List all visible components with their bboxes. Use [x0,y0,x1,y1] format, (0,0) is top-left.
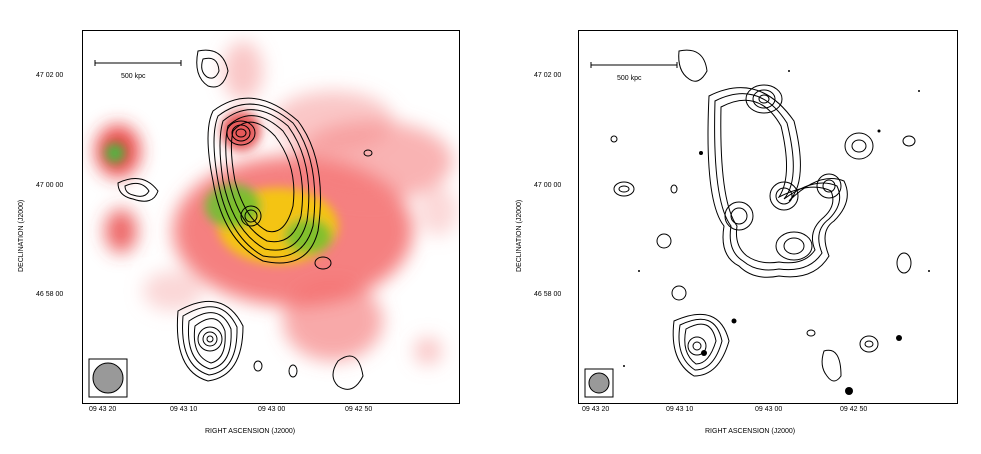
x-tick: 09 43 10 [170,406,198,413]
y-tick: 47 00 00 [36,182,64,189]
optical-sources [623,70,930,395]
x-tick: 09 43 20 [89,406,117,413]
right-plot-frame: 500 kpc [578,30,958,404]
x-axis-label: RIGHT ASCENSION (J2000) [205,428,296,435]
y-tick: 47 02 00 [534,72,562,79]
beam-ellipse [588,372,610,394]
left-panel: 500 kpc 47 02 00 47 00 00 46 58 00 09 43… [0,0,490,454]
y-tick: 46 58 00 [36,291,64,298]
y-tick: 47 02 00 [36,72,64,79]
y-tick: 47 00 00 [534,182,562,189]
x-tick: 09 43 20 [582,406,610,413]
y-tick: 46 58 00 [534,291,562,298]
x-tick: 09 42 50 [840,406,868,413]
scale-bar-label: 500 kpc [121,73,146,80]
y-axis-label: DECLINATION (J2000) [516,199,523,272]
scale-bar-label: 500 kpc [617,75,642,82]
x-tick: 09 43 10 [666,406,694,413]
left-map-image [88,41,458,398]
radio-contours [117,49,373,390]
left-plot-frame: 500 kpc [82,30,460,404]
x-tick: 09 43 00 [258,406,286,413]
x-axis-label: RIGHT ASCENSION (J2000) [705,428,796,435]
right-map-image [584,49,930,398]
radio-contours [610,49,916,382]
x-tick: 09 43 00 [755,406,783,413]
y-axis-label: DECLINATION (J2000) [18,199,25,272]
right-panel: 500 kpc 47 02 00 47 00 00 46 58 00 09 43… [490,0,981,454]
beam-ellipse [92,362,124,394]
x-tick: 09 42 50 [345,406,373,413]
